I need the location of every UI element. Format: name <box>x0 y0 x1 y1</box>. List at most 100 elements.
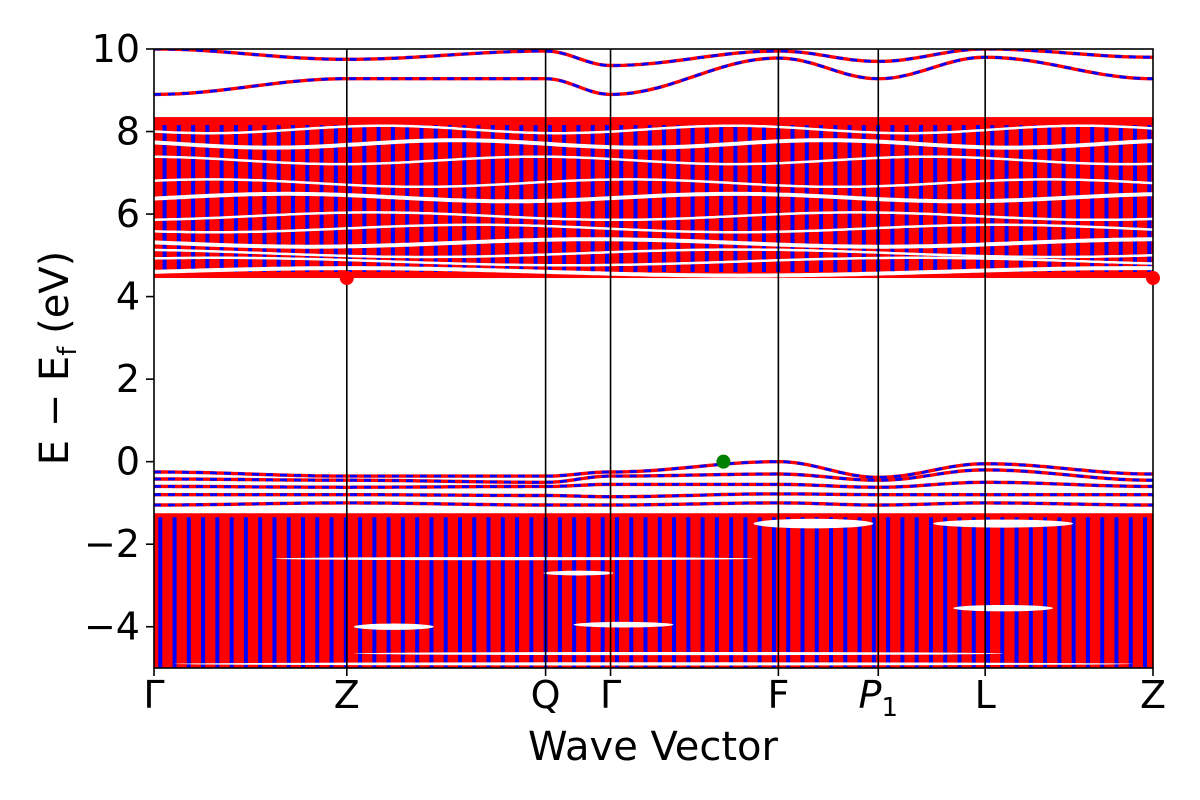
valence-stripe <box>957 517 962 668</box>
conduction-stripe <box>219 125 224 273</box>
conduction-stripe <box>676 125 681 273</box>
cbm-marker <box>1146 271 1160 286</box>
valence-gap <box>753 518 874 529</box>
valence-stripe <box>215 517 220 668</box>
conduction-stripe <box>305 125 310 273</box>
conduction-gap-line <box>154 178 1153 189</box>
valence-stripe <box>372 517 377 668</box>
valence-stripe <box>358 517 363 668</box>
valence-gap <box>173 662 1134 666</box>
conduction-stripe <box>1104 125 1109 273</box>
valence-band-3-spin-up <box>154 492 1153 499</box>
conduction-stripe <box>733 125 738 273</box>
conduction-stripe <box>476 125 481 273</box>
valence-stripe <box>515 517 520 668</box>
valence-stripe <box>343 517 348 668</box>
conduction-stripe <box>505 125 510 273</box>
conduction-stripe <box>647 125 652 273</box>
conduction-gap-line <box>154 211 1153 222</box>
x-tick-label-subscript: 1 <box>881 693 898 723</box>
valence-stripe <box>714 517 719 668</box>
y-axis-title: E − Ef (eV) <box>32 251 83 466</box>
conduction-stripe <box>205 125 210 273</box>
upper-band-0-spin-down <box>154 55 1153 96</box>
y-tick-label: 10 <box>92 27 140 71</box>
valence-stripe <box>243 517 248 668</box>
x-axis-title: Wave Vector <box>528 724 779 770</box>
vbm-marker <box>716 454 731 469</box>
kpoint-divider-lines <box>346 49 986 668</box>
conduction-stripe <box>333 125 338 273</box>
valence-stripe <box>643 517 648 668</box>
extrema-markers <box>339 271 1160 469</box>
conduction-gap-line <box>154 191 1153 204</box>
valence-band-4-spin-down <box>154 501 1153 507</box>
valence-stripe <box>871 517 876 668</box>
y-axis-title-unit: (eV) <box>32 251 78 347</box>
conduction-stripe <box>1133 125 1138 273</box>
conduction-stripe <box>719 125 724 273</box>
valence-stripe <box>486 517 491 668</box>
valence-stripe <box>415 517 420 668</box>
valence-stripe <box>186 517 191 668</box>
valence-stripe <box>400 517 405 668</box>
conduction-stripe <box>533 125 538 273</box>
y-tick-label: 8 <box>116 110 140 154</box>
y-tick-label: 4 <box>116 275 140 319</box>
valence-stripe <box>1043 517 1048 668</box>
conduction-stripe <box>348 125 353 273</box>
y-tick-label: −4 <box>84 605 140 649</box>
conduction-stripe <box>233 125 238 273</box>
valence-band-2-spin-up <box>154 480 1153 490</box>
valence-stripe <box>729 517 734 668</box>
valence-stripe <box>529 517 534 668</box>
conduction-gap-line <box>154 124 1153 135</box>
valence-stripe <box>1100 517 1105 668</box>
valence-stripe <box>886 517 891 668</box>
valence-gap <box>353 651 1004 656</box>
valence-stripe <box>272 517 277 668</box>
conduction-stripe <box>704 125 709 273</box>
valence-stripe <box>614 517 619 668</box>
valence-stripe <box>829 517 834 668</box>
conduction-stripe <box>248 125 253 273</box>
valence-stripe <box>286 517 291 668</box>
valence-stripe <box>472 517 477 668</box>
valence-stripe <box>429 517 434 668</box>
valence-band-4-spin-up <box>154 501 1153 507</box>
conduction-stripe <box>1118 125 1123 273</box>
valence-gap <box>273 557 754 561</box>
valence-stripe <box>1128 517 1133 668</box>
valence-stripe <box>1114 517 1119 668</box>
valence-stripe <box>457 517 462 668</box>
y-axis-title-main: E − E <box>32 356 78 466</box>
upper-band-1-spin-up <box>154 49 1153 68</box>
conduction-stripe <box>291 125 296 273</box>
x-tick-label: Γ <box>143 673 164 717</box>
valence-stripe <box>258 517 263 668</box>
conduction-gap-line <box>154 138 1153 150</box>
valence-stripe <box>1143 517 1148 668</box>
x-tick-label: Q <box>531 673 561 717</box>
valence-stripe <box>971 517 976 668</box>
valence-stripe <box>686 517 691 668</box>
conduction-gap-line <box>154 248 1153 259</box>
valence-stripe <box>229 517 234 668</box>
valence-stripe <box>600 517 605 668</box>
valence-stripe <box>928 517 933 668</box>
valence-stripe <box>900 517 905 668</box>
valence-stripe <box>1085 517 1090 668</box>
conduction-stripe <box>519 125 524 273</box>
valence-stripe <box>557 517 562 668</box>
x-tick-label: Z <box>1140 673 1166 717</box>
conduction-stripe <box>761 125 766 273</box>
conduction-stripe <box>918 125 923 273</box>
x-tick-label-main: P <box>859 673 882 717</box>
x-tick-label: L <box>975 673 996 717</box>
x-axis-ticks: Γ Z Q Γ F P1 L Z <box>143 668 1166 723</box>
valence-stripe <box>786 517 791 668</box>
valence-stripe <box>1000 517 1005 668</box>
valence-gap <box>543 570 614 576</box>
conduction-stripe <box>319 125 324 273</box>
